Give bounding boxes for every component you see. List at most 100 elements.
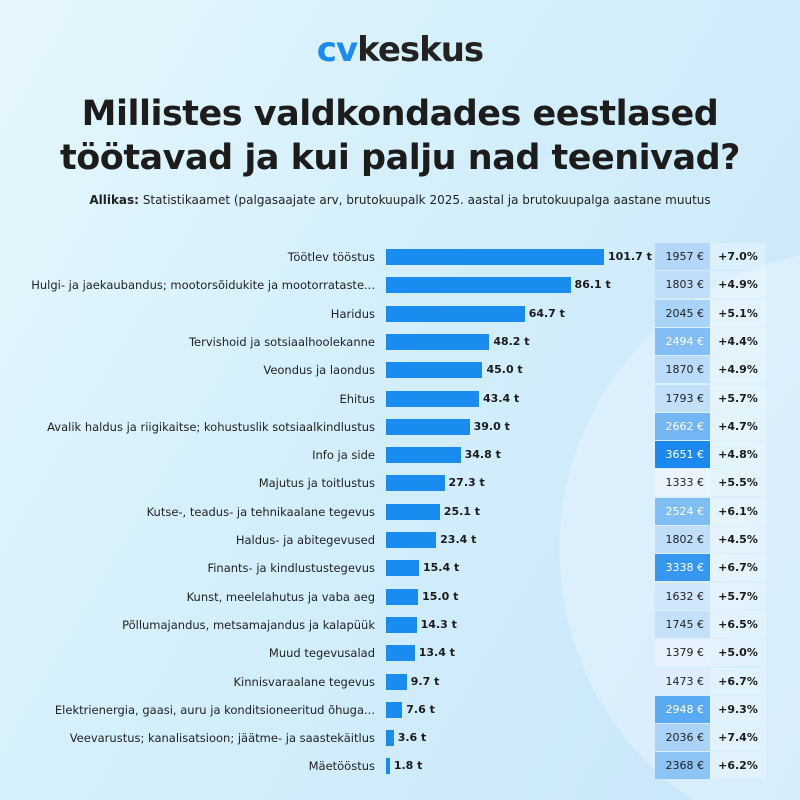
bar	[386, 532, 437, 548]
value-label: 43.4 t	[483, 391, 520, 405]
salary-cell: 2524 €	[655, 497, 710, 525]
value-label: 9.7 t	[410, 674, 440, 688]
chart-row: Finants- ja kindlustustegevus 15.4 t 3338 …	[0, 554, 800, 582]
chart-row: Avalik haldus ja riigikaitse; kohustusli…	[0, 412, 800, 441]
value-label: 86.1 t	[574, 278, 611, 292]
category-label: Põllumajandus, metsamajandus ja kalapüük	[122, 617, 375, 632]
change-cell: +4.9%	[710, 356, 766, 384]
category-label: Kinnisvaraalane tegevus	[233, 674, 375, 689]
change-cell: +4.7%	[710, 412, 766, 440]
salary-cell: 1803 €	[655, 271, 710, 299]
change-cell: +5.7%	[710, 384, 766, 412]
chart-row: Majutus ja toitlustus 27.3 t 1333 € +5.5%	[0, 469, 800, 497]
chart-row: Haldus- ja abitegevused 23.4 t 1802 € +4.5%	[0, 526, 800, 554]
chart-row: Kunst, meelelahutus ja vaba aeg 15.0 t 163…	[0, 582, 800, 611]
change-cell: +7.4%	[710, 724, 766, 752]
change-cell: +6.2%	[710, 752, 766, 780]
value-label: 48.2 t	[493, 334, 530, 348]
category-label: Veondus ja laondus	[263, 363, 375, 378]
bar	[386, 333, 490, 350]
chart-row: Tervishoid ja sotsiaalhoolekanne 48.2 t 24…	[0, 327, 800, 356]
category-label: Info ja side	[312, 448, 375, 463]
salary-cell: 1793 €	[655, 384, 710, 412]
logo-name: keskus	[357, 30, 484, 70]
category-label: Hulgi- ja jaekaubandus; mootorsõidukite …	[31, 278, 375, 293]
bar	[386, 390, 480, 407]
bar	[386, 503, 440, 520]
salary-cell: 3338 €	[655, 554, 710, 582]
bar	[386, 730, 394, 747]
change-cell: +6.7%	[710, 667, 766, 695]
source-note: Allikas: Statistikaamet (palgasaajate ar…	[0, 193, 800, 207]
category-label: Töötlev tööstus	[287, 250, 375, 264]
category-label: Mäetööstus	[308, 759, 375, 774]
bar	[386, 588, 419, 605]
bar	[386, 418, 470, 435]
bar	[386, 616, 417, 633]
value-label: 1.8 t	[393, 759, 423, 773]
change-cell: +6.7%	[710, 554, 766, 582]
value-label: 64.7 t	[528, 306, 565, 320]
category-label: Majutus ja toitlustus	[258, 476, 375, 491]
change-cell: +5.7%	[710, 582, 766, 610]
value-label: 45.0 t	[486, 363, 523, 377]
bar	[386, 447, 461, 464]
change-cell: +6.1%	[710, 497, 766, 525]
chart-row: Elektrienergia, gaasi, auru ja konditsio…	[0, 695, 800, 724]
category-label: Finants- ja kindlustustegevus	[207, 561, 375, 576]
change-cell: +6.5%	[710, 610, 766, 638]
change-cell: +4.5%	[710, 526, 766, 553]
chart-row: Kinnisvaraalane tegevus 9.7 t 1473 € +6.7%	[0, 667, 800, 696]
salary-cell: 2368 €	[655, 752, 710, 780]
source-text: Statistikaamet (palgasaajate arv, brutok…	[142, 193, 711, 207]
change-cell: +5.0%	[710, 639, 766, 667]
category-label: Haridus	[330, 306, 375, 321]
chart-row: Hulgi- ja jaekaubandus; mootorsõidukite …	[0, 271, 800, 299]
salary-cell: 3651 €	[655, 441, 710, 469]
category-label: Veevarustus; kanalisatsioon; jäätme- ja …	[69, 731, 375, 746]
logo-cv: cv	[316, 30, 358, 70]
value-label: 15.0 t	[422, 589, 459, 603]
value-label: 101.7 t	[608, 250, 652, 263]
chart-row: Põllumajandus, metsamajandus ja kalapüük…	[0, 610, 800, 639]
salary-cell: 2036 €	[655, 724, 710, 752]
value-label: 7.6 t	[406, 702, 435, 716]
salary-cell: 1379 €	[655, 639, 710, 667]
change-cell: +9.3%	[710, 695, 766, 723]
chart-row: Haridus 64.7 t 2045 € +5.1%	[0, 299, 800, 328]
salary-cell: 2494 €	[655, 327, 710, 355]
bar	[386, 277, 571, 294]
salary-cell: 2045 €	[655, 299, 710, 327]
value-label: 14.3 t	[420, 617, 457, 631]
bar	[386, 560, 419, 577]
value-label: 39.0 t	[473, 419, 510, 433]
category-label: Haldus- ja abitegevused	[235, 533, 375, 547]
chart-row: Veondus ja laondus 45.0 t 1870 € +4.9%	[0, 356, 800, 384]
salary-cell: 1333 €	[655, 469, 710, 497]
value-label: 25.1 t	[443, 504, 481, 518]
category-label: Kutse-, teadus- ja tehnikaalane tegevus	[146, 504, 375, 519]
salary-cell: 1745 €	[655, 610, 710, 638]
category-label: Muud tegevusalad	[268, 646, 375, 661]
category-label: Ehitus	[339, 391, 375, 406]
category-label: Avalik haldus ja riigikaitse; kohustusli…	[47, 419, 375, 434]
bar	[386, 475, 445, 492]
change-cell: +4.8%	[710, 441, 766, 469]
bar	[386, 362, 483, 379]
salary-cell: 2662 €	[655, 412, 710, 440]
salary-cell: 1802 €	[655, 526, 710, 553]
change-cell: +5.5%	[710, 469, 766, 497]
bar	[386, 249, 604, 265]
salary-cell: 1870 €	[655, 356, 710, 384]
salary-cell: 1957 €	[655, 243, 710, 270]
chart-row: Töötlev tööstus 101.7 t 1957 € +7.0%	[0, 243, 800, 271]
bar	[386, 701, 403, 718]
chart-row: Veevarustus; kanalisatsioon; jäätme- ja …	[0, 724, 800, 752]
category-label: Tervishoid ja sotsiaalhoolekanne	[188, 334, 375, 349]
bar	[386, 645, 415, 662]
value-label: 27.3 t	[448, 476, 485, 490]
change-cell: +5.1%	[710, 299, 766, 327]
change-cell: +4.4%	[710, 327, 766, 355]
logo: cvkeskus	[0, 30, 800, 70]
